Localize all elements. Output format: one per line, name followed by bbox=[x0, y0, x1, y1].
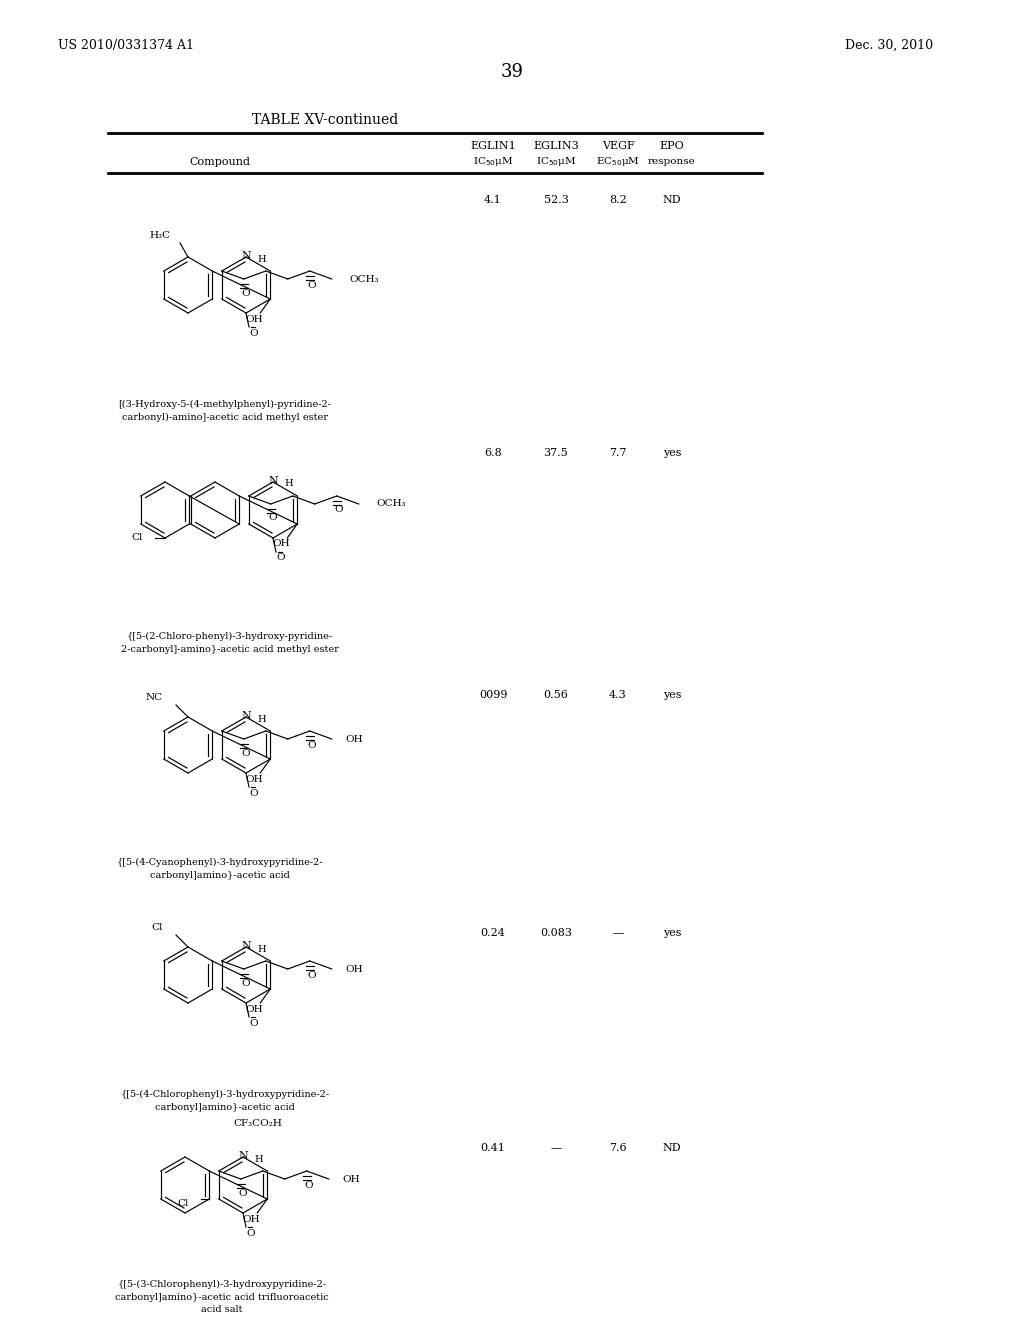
Text: O: O bbox=[242, 748, 250, 758]
Text: 52.3: 52.3 bbox=[544, 195, 568, 205]
Text: 0.24: 0.24 bbox=[480, 928, 506, 939]
Text: O: O bbox=[250, 788, 258, 797]
Text: TABLE XV-continued: TABLE XV-continued bbox=[252, 114, 398, 127]
Text: O: O bbox=[276, 553, 286, 562]
Text: ND: ND bbox=[663, 1143, 681, 1152]
Text: OH: OH bbox=[243, 1214, 260, 1224]
Text: O: O bbox=[247, 1229, 255, 1238]
Text: O: O bbox=[250, 1019, 258, 1027]
Text: IC$_{50}$μM: IC$_{50}$μM bbox=[536, 156, 577, 169]
Text: US 2010/0331374 A1: US 2010/0331374 A1 bbox=[58, 38, 194, 51]
Text: O: O bbox=[304, 1180, 313, 1189]
Text: Compound: Compound bbox=[189, 157, 251, 168]
Text: 0.083: 0.083 bbox=[540, 928, 572, 939]
Text: H₃C: H₃C bbox=[150, 231, 170, 239]
Text: OH: OH bbox=[272, 540, 290, 549]
Text: —: — bbox=[551, 1143, 561, 1152]
Text: OH: OH bbox=[346, 965, 364, 974]
Text: 4.1: 4.1 bbox=[484, 195, 502, 205]
Text: {[5-(4-Cyanophenyl)-3-hydroxypyridine-2-
carbonyl]amino}-acetic acid: {[5-(4-Cyanophenyl)-3-hydroxypyridine-2-… bbox=[117, 858, 324, 879]
Text: H: H bbox=[285, 479, 293, 488]
Text: 0099: 0099 bbox=[479, 690, 507, 700]
Text: IC$_{50}$μM: IC$_{50}$μM bbox=[473, 156, 513, 169]
Text: OH: OH bbox=[246, 775, 263, 784]
Text: OCH₃: OCH₃ bbox=[377, 499, 407, 508]
Text: Dec. 30, 2010: Dec. 30, 2010 bbox=[845, 38, 933, 51]
Text: N: N bbox=[239, 1151, 248, 1162]
Text: Cl: Cl bbox=[178, 1200, 189, 1209]
Text: N: N bbox=[241, 711, 251, 721]
Text: O: O bbox=[335, 506, 343, 515]
Text: OH: OH bbox=[346, 734, 364, 743]
Text: yes: yes bbox=[663, 928, 681, 939]
Text: NC: NC bbox=[145, 693, 163, 701]
Text: 6.8: 6.8 bbox=[484, 447, 502, 458]
Text: response: response bbox=[648, 157, 696, 166]
Text: H: H bbox=[257, 714, 266, 723]
Text: O: O bbox=[307, 970, 316, 979]
Text: 37.5: 37.5 bbox=[544, 447, 568, 458]
Text: CF₃CO₂H: CF₃CO₂H bbox=[233, 1118, 283, 1127]
Text: EGLIN3: EGLIN3 bbox=[534, 141, 579, 150]
Text: ND: ND bbox=[663, 195, 681, 205]
Text: H: H bbox=[254, 1155, 263, 1163]
Text: 4.3: 4.3 bbox=[609, 690, 627, 700]
Text: O: O bbox=[250, 329, 258, 338]
Text: yes: yes bbox=[663, 690, 681, 700]
Text: VEGF: VEGF bbox=[602, 141, 635, 150]
Text: OH: OH bbox=[246, 314, 263, 323]
Text: {[5-(3-Chlorophenyl)-3-hydroxypyridine-2-
carbonyl]amino}-acetic acid trifluoroa: {[5-(3-Chlorophenyl)-3-hydroxypyridine-2… bbox=[115, 1280, 329, 1315]
Text: Cl: Cl bbox=[132, 533, 143, 543]
Text: 8.2: 8.2 bbox=[609, 195, 627, 205]
Text: O: O bbox=[239, 1188, 247, 1197]
Text: EC$_{50}$μM: EC$_{50}$μM bbox=[596, 156, 640, 169]
Text: {[5-(2-Chloro-phenyl)-3-hydroxy-pyridine-
2-carbonyl]-amino}-acetic acid methyl : {[5-(2-Chloro-phenyl)-3-hydroxy-pyridine… bbox=[121, 632, 339, 653]
Text: O: O bbox=[307, 741, 316, 750]
Text: O: O bbox=[242, 289, 250, 297]
Text: 0.56: 0.56 bbox=[544, 690, 568, 700]
Text: yes: yes bbox=[663, 447, 681, 458]
Text: O: O bbox=[307, 281, 316, 289]
Text: OH: OH bbox=[246, 1005, 263, 1014]
Text: EGLIN1: EGLIN1 bbox=[470, 141, 516, 150]
Text: 39: 39 bbox=[501, 63, 523, 81]
Text: 7.7: 7.7 bbox=[609, 447, 627, 458]
Text: H: H bbox=[257, 945, 266, 953]
Text: 7.6: 7.6 bbox=[609, 1143, 627, 1152]
Text: Cl: Cl bbox=[152, 923, 163, 932]
Text: [(3-Hydroxy-5-(4-methylphenyl)-pyridine-2-
carbonyl)-amino]-acetic acid methyl e: [(3-Hydroxy-5-(4-methylphenyl)-pyridine-… bbox=[119, 400, 332, 422]
Text: {[5-(4-Chlorophenyl)-3-hydroxypyridine-2-
carbonyl]amino}-acetic acid: {[5-(4-Chlorophenyl)-3-hydroxypyridine-2… bbox=[121, 1090, 330, 1111]
Text: EPO: EPO bbox=[659, 141, 684, 150]
Text: N: N bbox=[268, 477, 278, 486]
Text: —: — bbox=[612, 928, 624, 939]
Text: O: O bbox=[268, 513, 278, 523]
Text: N: N bbox=[241, 251, 251, 261]
Text: OH: OH bbox=[343, 1175, 360, 1184]
Text: 0.41: 0.41 bbox=[480, 1143, 506, 1152]
Text: OCH₃: OCH₃ bbox=[350, 275, 379, 284]
Text: O: O bbox=[242, 978, 250, 987]
Text: H: H bbox=[257, 255, 266, 264]
Text: N: N bbox=[241, 941, 251, 950]
